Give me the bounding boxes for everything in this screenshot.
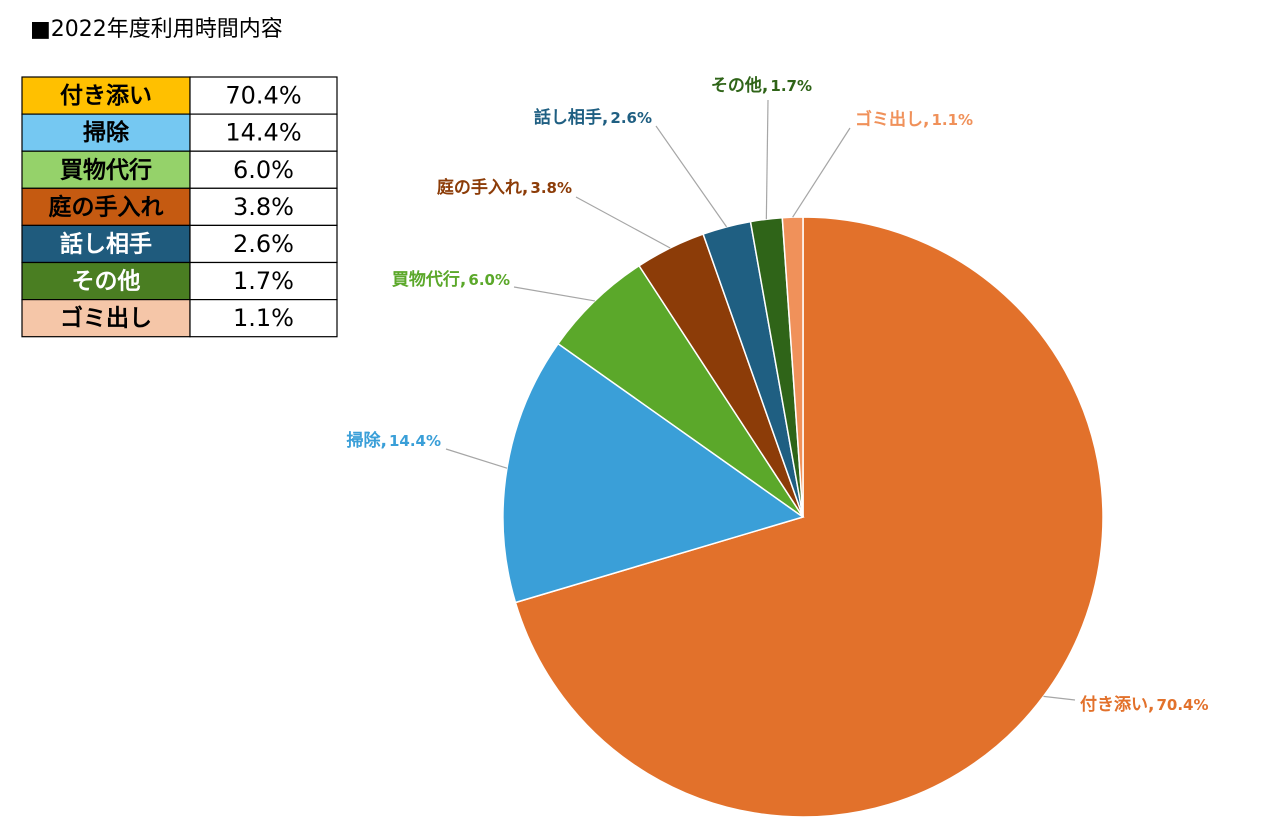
leader-line <box>513 286 596 302</box>
table-name-cell <box>21 299 191 338</box>
data-label-separator: , <box>1148 695 1154 715</box>
data-label-value: 70.4% <box>1156 696 1208 714</box>
data-label-name: 庭の手入れ <box>437 177 522 198</box>
table-value: 6.0% <box>233 156 294 184</box>
table-name: 掃除 <box>83 119 130 146</box>
data-label-name: 付き添い <box>1080 694 1148 715</box>
data-label-separator: , <box>602 108 608 128</box>
table-value: 70.4% <box>225 82 301 110</box>
data-label-separator: , <box>762 76 768 96</box>
leader-line <box>575 196 671 249</box>
table-name-cell <box>21 113 191 152</box>
data-label-value: 6.0% <box>468 271 510 289</box>
data-label-value: 1.7% <box>770 77 812 95</box>
table-value: 2.6% <box>233 230 294 258</box>
data-label: 買物代行, 6.0% <box>392 269 510 290</box>
table-name: その他 <box>72 269 141 295</box>
data-label-name: その他 <box>711 75 762 96</box>
data-label-separator: , <box>380 431 386 451</box>
table-name: 付き添い <box>60 83 152 109</box>
leader-line <box>445 448 508 469</box>
data-label-separator: , <box>522 178 528 198</box>
leader-line <box>765 99 769 220</box>
data-label: 掃除, 14.4% <box>346 430 441 451</box>
table-value-cell <box>189 299 338 338</box>
chart-title: ■2022年度利用時間内容 <box>30 17 283 42</box>
data-label-name: 話し相手 <box>534 107 602 128</box>
data-label-separator: , <box>460 270 466 290</box>
table-value: 3.8% <box>233 193 294 221</box>
data-label-name: 掃除 <box>346 430 381 451</box>
data-label: 話し相手, 2.6% <box>534 107 652 128</box>
leader-line <box>655 125 728 228</box>
table-name: 話し相手 <box>60 230 152 257</box>
data-label: その他, 1.7% <box>711 75 812 96</box>
table-name-cell <box>21 76 191 115</box>
data-label-value: 2.6% <box>610 109 652 127</box>
table-name: 買物代行 <box>60 156 152 183</box>
leader-line <box>792 127 851 218</box>
data-label: 付き添い, 70.4% <box>1080 694 1209 715</box>
pie-slice <box>514 216 1104 818</box>
table-value-cell <box>189 76 338 115</box>
table-value-cell <box>189 150 338 189</box>
data-label-separator: , <box>923 110 929 130</box>
table-value-cell <box>189 224 338 264</box>
table-value-cell <box>189 113 338 152</box>
pie-slice <box>502 342 805 604</box>
data-label-name: 買物代行 <box>392 269 460 290</box>
table-value-cell <box>189 187 338 227</box>
data-label: ゴミ出し, 1.1% <box>855 109 973 130</box>
table-value: 14.4% <box>225 119 301 147</box>
data-label-name: ゴミ出し <box>855 109 923 130</box>
table-value-cell <box>189 261 338 301</box>
leader-line <box>1043 695 1076 701</box>
table-value: 1.7% <box>233 267 294 295</box>
table-value: 1.1% <box>233 304 294 332</box>
data-label-value: 1.1% <box>931 111 973 129</box>
data-label-value: 14.4% <box>389 432 441 450</box>
data-label-value: 3.8% <box>530 179 572 197</box>
table-name: 庭の手入れ <box>49 193 164 220</box>
table-name: ゴミ出し <box>60 305 152 332</box>
data-label: 庭の手入れ, 3.8% <box>437 177 572 198</box>
